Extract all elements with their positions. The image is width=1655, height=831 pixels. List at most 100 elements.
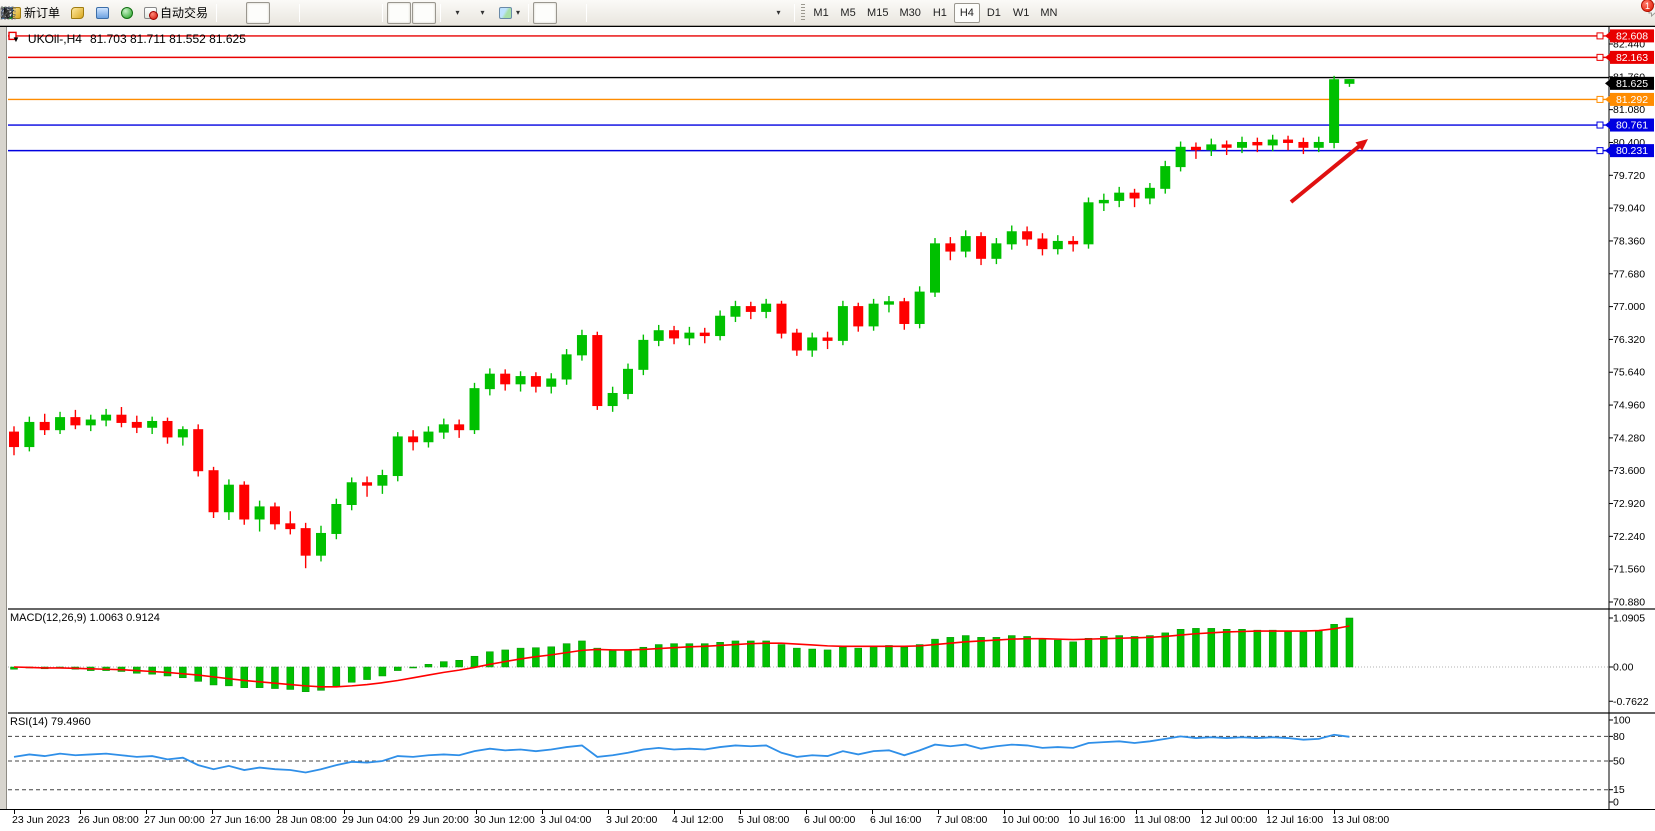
- time-tick: [1004, 810, 1005, 814]
- chart-shift-button[interactable]: [2, 1, 412, 24]
- timeframe-m15-button[interactable]: M15: [867, 6, 889, 19]
- green-orb-icon: [121, 6, 134, 19]
- rsi-tick-label: 15: [1613, 784, 1625, 796]
- timeframe-m30-button[interactable]: M30: [899, 6, 921, 19]
- macd-bar: [931, 638, 939, 668]
- macd-panel-canvas[interactable]: 1.0905 0.00 -0.7622: [0, 609, 1655, 713]
- price-chart-canvas[interactable]: 82.44081.76081.08080.40079.72079.04078.3…: [0, 26, 1655, 609]
- macd-bar: [1253, 629, 1262, 668]
- macd-bar: [624, 649, 632, 668]
- time-label: 6 Jul 00:00: [804, 814, 856, 826]
- macd-bar: [1054, 639, 1062, 668]
- periods-button[interactable]: ▾: [1, 2, 494, 24]
- macd-bar: [440, 661, 448, 668]
- bar-chart-button[interactable]: [2, 2, 245, 24]
- macd-histogram: [10, 617, 1354, 692]
- equidistant-channel-button[interactable]: E: [0, 2, 690, 24]
- chart-window[interactable]: ▼ UKOil-,H4 81.703 81.711 81.552 81.625 …: [0, 26, 1655, 831]
- candle-body: [1052, 240, 1063, 250]
- expander-icon[interactable]: ▼: [12, 34, 20, 44]
- time-label: 10 Jul 00:00: [1002, 814, 1060, 826]
- vertical-line-button[interactable]: [6, 2, 615, 24]
- cursor-button[interactable]: [3, 1, 558, 24]
- toolbar-separator: [528, 3, 530, 22]
- hline-handle[interactable]: [1596, 32, 1604, 40]
- auto-trading-button[interactable]: 自动交易: [140, 2, 212, 24]
- price-tick-label: 77.680: [1613, 268, 1645, 280]
- candle-body: [223, 484, 234, 513]
- hline-handle[interactable]: [1596, 53, 1604, 61]
- candle-body: [1283, 139, 1294, 143]
- dropdown-caret-icon[interactable]: ▾: [776, 8, 781, 17]
- candle-body: [1313, 141, 1324, 148]
- fibonacci-button[interactable]: F: [1, 2, 715, 24]
- price-badge-pointer: [1605, 53, 1610, 62]
- arrows-button[interactable]: ▾: [2, 2, 790, 24]
- timeframe-w1-button[interactable]: W1: [1012, 6, 1030, 19]
- macd-bar: [516, 647, 525, 668]
- macd-bar: [1084, 637, 1093, 668]
- timeframe-mn-button[interactable]: MN: [1040, 6, 1058, 19]
- macd-bar: [409, 666, 417, 669]
- crosshair-button[interactable]: [1, 2, 582, 24]
- macd-bar: [547, 646, 555, 668]
- macd-bar: [593, 647, 602, 668]
- zoom-in-button[interactable]: [1, 2, 328, 24]
- candle-body: [131, 421, 142, 428]
- text-label-button[interactable]: T: [0, 2, 765, 24]
- line-chart-button[interactable]: [0, 2, 295, 24]
- price-badge-label: 82.163: [1616, 52, 1648, 64]
- time-label: 3 Jul 04:00: [540, 814, 592, 826]
- macd-bar: [654, 644, 663, 668]
- timeframe-m1-button[interactable]: M1: [813, 6, 829, 19]
- tile-windows-button[interactable]: [1, 2, 378, 24]
- market-watch-button[interactable]: [90, 2, 114, 24]
- trend-arrow-head[interactable]: [1355, 139, 1368, 151]
- candle-body: [469, 388, 480, 431]
- macd-bar: [1130, 636, 1139, 668]
- dropdown-caret-icon[interactable]: ▾: [455, 8, 460, 17]
- gold-doc-icon: [70, 6, 84, 19]
- templates-button[interactable]: ▾: [495, 2, 524, 24]
- timeframe-h1-button[interactable]: H1: [932, 6, 947, 19]
- timeframe-h4-button[interactable]: H4: [953, 2, 980, 23]
- candle-body: [715, 315, 726, 337]
- trend-arrow-annotation[interactable]: [1289, 142, 1364, 204]
- candlestick-chart-button[interactable]: [1, 1, 271, 24]
- candle-body: [1344, 79, 1355, 84]
- macd-bar: [1330, 624, 1338, 668]
- toolbar-separator: [299, 3, 301, 22]
- hline-handle[interactable]: [1596, 95, 1604, 103]
- macd-bar: [301, 666, 310, 692]
- indicators-button[interactable]: ▾: [0, 2, 469, 24]
- rsi-panel-canvas[interactable]: 100 80 50 150: [0, 713, 1655, 809]
- hline-handle[interactable]: [1596, 147, 1604, 155]
- hline-left-handle[interactable]: [8, 31, 17, 41]
- dropdown-caret-icon[interactable]: ▾: [480, 8, 485, 17]
- dropdown-caret-icon[interactable]: ▾: [516, 8, 521, 17]
- auto-scroll-button[interactable]: [3, 1, 437, 24]
- text-button[interactable]: A: [3, 2, 740, 24]
- candle-body: [1175, 146, 1186, 168]
- candle-body: [576, 335, 587, 356]
- candle-body: [285, 523, 296, 530]
- horizontal-line-button[interactable]: [1, 2, 640, 24]
- rsi-indicator-label: RSI(14) 79.4960: [10, 716, 91, 728]
- time-label: 13 Jul 08:00: [1332, 814, 1390, 826]
- chart-window-button[interactable]: [65, 2, 89, 24]
- time-tick: [872, 810, 873, 814]
- timeframe-d1-button[interactable]: D1: [986, 6, 1001, 19]
- macd-bar: [470, 655, 479, 668]
- macd-bar: [1115, 635, 1123, 668]
- zoom-out-button[interactable]: [1, 2, 353, 24]
- ohlc-values: 81.703 81.711 81.552 81.625: [89, 32, 246, 46]
- hline-handle[interactable]: [1596, 121, 1604, 129]
- time-axis[interactable]: 23 Jun 2023 26 Jun 08:00 27 Jun 00:00 27 Ju…: [0, 809, 1655, 831]
- timeframe-m5-button[interactable]: M5: [840, 6, 856, 19]
- window-left-edge: [0, 26, 7, 831]
- connection-status-button[interactable]: [115, 2, 139, 24]
- trendline-button[interactable]: [0, 2, 665, 24]
- candle-body: [316, 532, 326, 556]
- macd-tick-label: 0.00: [1613, 662, 1634, 674]
- time-tick: [608, 810, 609, 814]
